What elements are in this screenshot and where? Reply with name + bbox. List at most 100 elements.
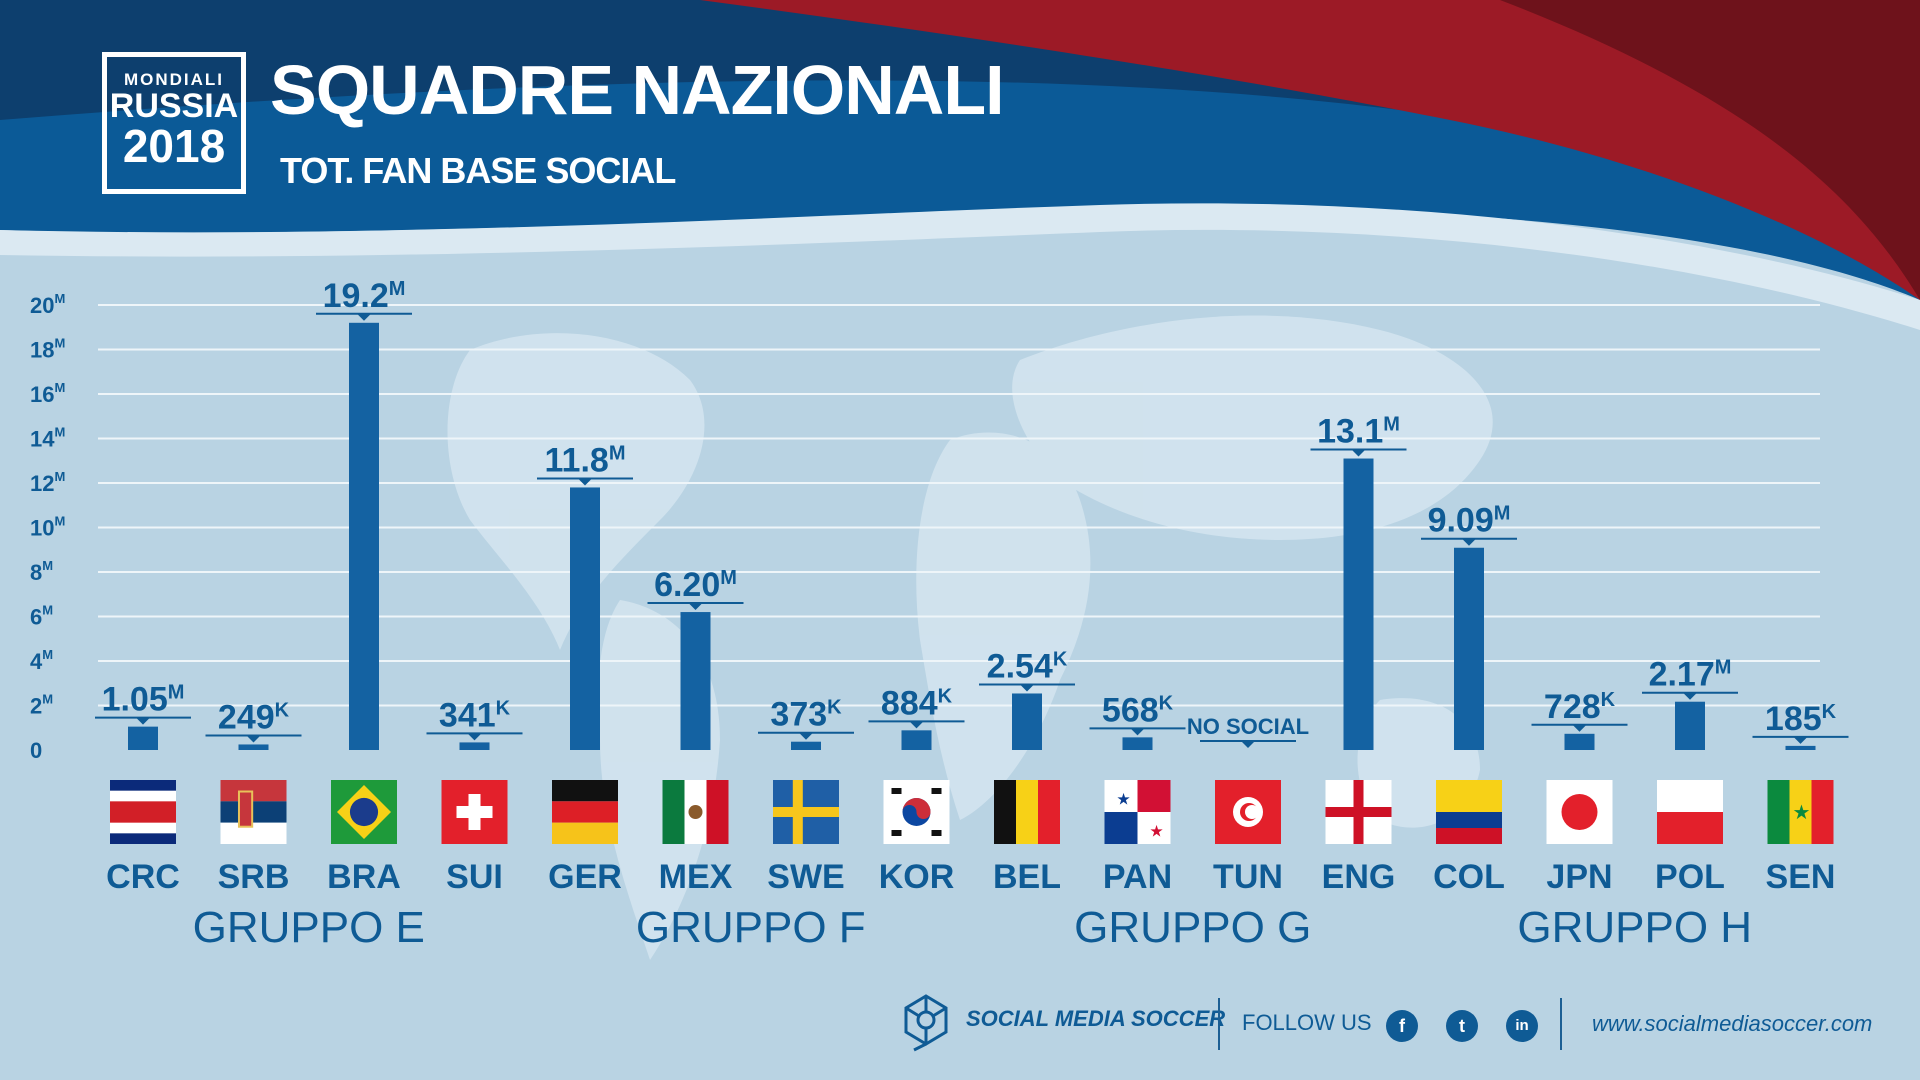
- value-label-sen: 185K: [1765, 700, 1837, 738]
- team-label-pan: PAN: [1103, 858, 1172, 896]
- soccer-ball-icon: [904, 994, 948, 1052]
- badge-line-3: 2018: [122, 120, 226, 172]
- tunisia-flag: [1215, 780, 1281, 844]
- value-callout-pointer: [1683, 692, 1697, 700]
- value-label-bra: 19.2M: [323, 277, 406, 315]
- value-suffix: K: [827, 697, 842, 719]
- value-callout-pointer: [1020, 684, 1034, 692]
- y-tick-label: 0: [30, 738, 42, 763]
- poland-flag: [1657, 780, 1723, 844]
- value-suffix: M: [389, 278, 406, 300]
- value-suffix: M: [609, 442, 626, 464]
- y-tick-suffix: M: [42, 647, 53, 662]
- value-suffix: K: [275, 699, 290, 721]
- value-callout-pointer: [1793, 736, 1808, 744]
- twitter-icon[interactable]: t: [1446, 1010, 1478, 1042]
- value-callout-pointer: [909, 721, 924, 729]
- belgium-flag: [994, 780, 1060, 844]
- value-label-jpn: 728K: [1544, 688, 1616, 726]
- y-tick-suffix: M: [42, 603, 53, 618]
- value-label-tun: NO SOCIAL: [1187, 714, 1309, 739]
- bar-crc: [128, 726, 158, 750]
- england-flag: [1325, 780, 1392, 844]
- y-tick-label: 16M: [30, 380, 65, 407]
- bar-sen: [1785, 745, 1816, 750]
- switzerland-flag: [441, 780, 508, 844]
- value-suffix: K: [1601, 689, 1616, 711]
- page-subtitle: TOT. FAN BASE SOCIAL: [280, 150, 676, 191]
- team-label-swe: SWE: [767, 858, 844, 896]
- footer-divider: [1560, 998, 1562, 1050]
- value-callout-pointer: [1351, 449, 1366, 457]
- value-callout-pointer: [467, 733, 482, 741]
- website-link[interactable]: www.socialmediasoccer.com: [1592, 1011, 1873, 1036]
- y-tick-label: 10M: [30, 514, 65, 541]
- bar-mex: [680, 612, 711, 750]
- chart-bars: 1.05M 249K 19.2M 341K 11.8M 6.20M 373K 884K 2.54…: [95, 277, 1849, 750]
- germany-flag: [552, 780, 618, 844]
- team-label-bra: BRA: [327, 858, 401, 896]
- bar-jpn: [1564, 733, 1595, 750]
- value-callout-pointer: [357, 313, 371, 321]
- y-tick-label: 20M: [30, 291, 65, 318]
- value-suffix: K: [938, 685, 953, 707]
- value-callout-pointer: [799, 732, 813, 740]
- bar-col: [1454, 547, 1484, 750]
- footer-divider: [1218, 998, 1220, 1050]
- bar-chart: 0 2M 4M 6M 8M 10M 12M 14M 16M 18M 20M 1.05M 249K 19.…: [30, 277, 1849, 952]
- badge-line-2: RUSSIA: [109, 87, 239, 125]
- y-tick-label: 14M: [30, 425, 65, 452]
- value-label-pan: 568K: [1102, 691, 1174, 729]
- bar-ger: [570, 487, 600, 750]
- value-callout-pointer: [136, 717, 150, 725]
- bar-kor: [901, 730, 932, 750]
- value-suffix: M: [1383, 414, 1400, 436]
- value-label-ger: 11.8M: [545, 441, 626, 479]
- event-badge: MONDIALI RUSSIA 2018: [102, 52, 246, 194]
- value-suffix: K: [496, 697, 511, 719]
- colombia-flag: [1436, 780, 1502, 844]
- chart-grid: [98, 304, 1820, 707]
- team-label-crc: CRC: [106, 858, 180, 896]
- value-callout-pointer: [688, 603, 703, 611]
- team-label-srb: SRB: [218, 858, 290, 896]
- value-callout-pointer: [1462, 538, 1476, 546]
- value-callout-pointer: [1130, 728, 1145, 736]
- value-suffix: M: [168, 682, 185, 704]
- facebook-icon[interactable]: f: [1386, 1010, 1418, 1042]
- value-suffix: K: [1822, 701, 1837, 723]
- linkedin-icon[interactable]: in: [1506, 1010, 1538, 1042]
- team-label-ger: GER: [548, 858, 622, 896]
- bar-pan: [1122, 737, 1153, 750]
- value-label-col: 9.09M: [1428, 502, 1511, 540]
- serbia-flag: [220, 780, 287, 844]
- bar-srb: [238, 744, 269, 750]
- value-label-bel: 2.54K: [987, 647, 1068, 685]
- y-tick-suffix: M: [54, 336, 65, 351]
- value-suffix: M: [1494, 503, 1511, 525]
- value-label-srb: 249K: [218, 698, 290, 736]
- svg-text:★: ★: [1149, 823, 1163, 840]
- y-tick-label: 4M: [30, 647, 53, 674]
- team-label-mex: MEX: [659, 858, 733, 896]
- y-tick-label: 12M: [30, 469, 65, 496]
- japan-flag: [1546, 780, 1613, 844]
- y-tick-suffix: M: [54, 469, 65, 484]
- y-tick-suffix: M: [42, 692, 53, 707]
- panama-flag: ★★: [1104, 780, 1171, 844]
- bar-eng: [1343, 458, 1374, 750]
- team-label-jpn: JPN: [1546, 858, 1612, 896]
- value-suffix: K: [1053, 648, 1068, 670]
- y-tick-suffix: M: [54, 291, 65, 306]
- bar-sui: [459, 742, 490, 750]
- team-label-col: COL: [1433, 858, 1505, 896]
- svg-text:★: ★: [1116, 791, 1130, 808]
- team-label-kor: KOR: [879, 858, 955, 896]
- y-tick-suffix: M: [54, 380, 65, 395]
- group-label: GRUPPO G: [1074, 903, 1311, 952]
- group-label: GRUPPO H: [1517, 903, 1752, 952]
- value-label-sui: 341K: [439, 696, 511, 734]
- bar-bel: [1012, 693, 1042, 750]
- flag-row: ★★★: [110, 780, 1834, 844]
